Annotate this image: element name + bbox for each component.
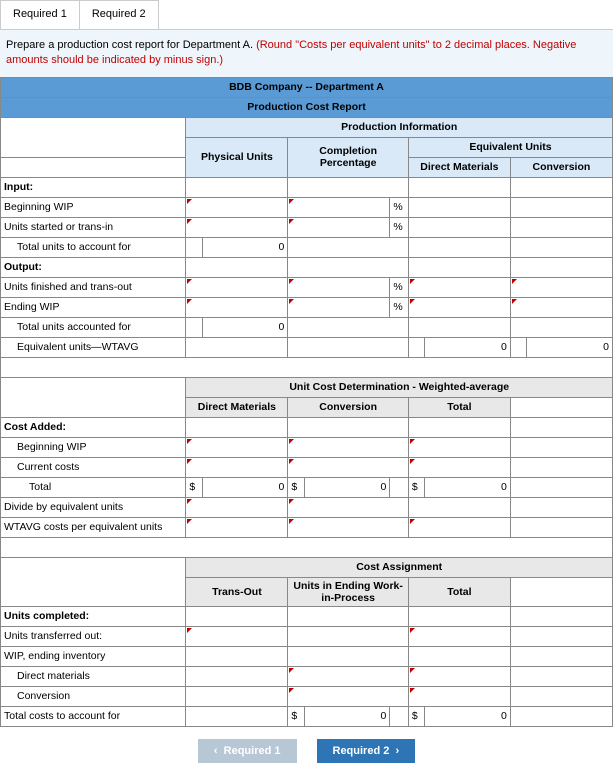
nav-next-button[interactable]: Required 2 › bbox=[317, 739, 416, 763]
input-uto-tot[interactable] bbox=[408, 626, 510, 646]
val-total-tot: 0 bbox=[425, 477, 511, 497]
cur-symbol: $ bbox=[186, 477, 202, 497]
val-equiv-cv: 0 bbox=[527, 337, 613, 357]
input-current-cv[interactable] bbox=[288, 457, 409, 477]
row-total-units-account: Total units to account for bbox=[1, 237, 186, 257]
instruction-text: Prepare a production cost report for Dep… bbox=[0, 30, 613, 77]
row-current-costs: Current costs bbox=[1, 457, 186, 477]
input-ca-dm[interactable] bbox=[288, 666, 409, 686]
cur-symbol: $ bbox=[408, 706, 424, 726]
row-units-completed: Units completed: bbox=[1, 606, 186, 626]
cur-symbol: $ bbox=[288, 477, 304, 497]
tabs-bar: Required 1 Required 2 bbox=[0, 0, 613, 30]
header-units-ending-wip: Units in Ending Work-in-Process bbox=[288, 577, 409, 606]
input-units-finished-pct[interactable] bbox=[288, 277, 390, 297]
pct-symbol: % bbox=[390, 297, 409, 317]
header-company: BDB Company -- Department A bbox=[1, 77, 613, 97]
nav-prev-button[interactable]: ‹ Required 1 bbox=[198, 739, 297, 763]
input-current-tot[interactable] bbox=[408, 457, 510, 477]
input-ending-wip[interactable] bbox=[186, 297, 288, 317]
nav-prev-label: Required 1 bbox=[224, 745, 281, 757]
tab-required-1[interactable]: Required 1 bbox=[0, 0, 80, 29]
input-cost-beg-tot[interactable] bbox=[408, 437, 510, 457]
row-cost-added: Cost Added: bbox=[1, 417, 186, 437]
row-divide-equiv: Divide by equivalent units bbox=[1, 497, 186, 517]
header-equiv-units: Equivalent Units bbox=[408, 137, 612, 157]
header-unit-cost-det: Unit Cost Determination - Weighted-avera… bbox=[186, 377, 613, 397]
production-cost-report: BDB Company -- Department A Production C… bbox=[0, 77, 613, 727]
input-beg-wip-units[interactable] bbox=[186, 197, 288, 217]
input-wtavg-dm[interactable] bbox=[186, 517, 288, 537]
row-units-trans-out: Units transferred out: bbox=[1, 626, 186, 646]
nav-buttons: ‹ Required 1 Required 2 › bbox=[0, 727, 613, 775]
input-uto-trans[interactable] bbox=[186, 626, 288, 646]
input-current-dm[interactable] bbox=[186, 457, 288, 477]
val-total-units-accounted: 0 bbox=[202, 317, 288, 337]
input-divide-cv[interactable] bbox=[288, 497, 409, 517]
nav-next-label: Required 2 bbox=[333, 745, 390, 757]
instruction-main: Prepare a production cost report for Dep… bbox=[6, 39, 256, 51]
header-total2: Total bbox=[408, 397, 510, 417]
row-beginning-wip: Beginning WIP bbox=[1, 197, 186, 217]
cur-symbol: $ bbox=[288, 706, 304, 726]
input-ca-cv-tot[interactable] bbox=[408, 686, 510, 706]
row-total-units-accounted: Total units accounted for bbox=[1, 317, 186, 337]
val-total-units-account: 0 bbox=[202, 237, 288, 257]
row-total-costs-account: Total costs to account for bbox=[1, 706, 186, 726]
row-ca-direct-materials: Direct materials bbox=[1, 666, 186, 686]
input-cost-beg-cv[interactable] bbox=[288, 437, 409, 457]
pct-symbol: % bbox=[390, 277, 409, 297]
header-direct-materials: Direct Materials bbox=[408, 157, 510, 177]
row-input: Input: bbox=[1, 177, 186, 197]
row-cost-beg-wip: Beginning WIP bbox=[1, 437, 186, 457]
row-output: Output: bbox=[1, 257, 186, 277]
header-conversion: Conversion bbox=[510, 157, 612, 177]
input-units-started[interactable] bbox=[186, 217, 288, 237]
header-report: Production Cost Report bbox=[1, 97, 613, 117]
header-dm2: Direct Materials bbox=[186, 397, 288, 417]
header-total3: Total bbox=[408, 577, 510, 606]
input-units-finished-dm[interactable] bbox=[408, 277, 510, 297]
input-ending-wip-pct[interactable] bbox=[288, 297, 390, 317]
row-ca-conversion: Conversion bbox=[1, 686, 186, 706]
val-total-dm: 0 bbox=[202, 477, 288, 497]
input-cost-beg-dm[interactable] bbox=[186, 437, 288, 457]
header-cost-assignment: Cost Assignment bbox=[186, 557, 613, 577]
input-ending-wip-dm[interactable] bbox=[408, 297, 510, 317]
header-physical-units: Physical Units bbox=[186, 137, 288, 177]
input-wtavg-cv[interactable] bbox=[288, 517, 409, 537]
val-total-cv: 0 bbox=[304, 477, 390, 497]
header-prod-info: Production Information bbox=[186, 117, 613, 137]
row-units-finished: Units finished and trans-out bbox=[1, 277, 186, 297]
row-equiv-units-wtavg: Equivalent units—WTAVG bbox=[1, 337, 186, 357]
val-tca-tot: 0 bbox=[425, 706, 511, 726]
input-units-started-pct[interactable] bbox=[288, 217, 390, 237]
pct-symbol: % bbox=[390, 217, 409, 237]
header-cv2: Conversion bbox=[288, 397, 409, 417]
input-ca-cv[interactable] bbox=[288, 686, 409, 706]
row-wtavg-costs: WTAVG costs per equivalent units bbox=[1, 517, 186, 537]
input-wtavg-tot[interactable] bbox=[408, 517, 510, 537]
input-ca-dm-tot[interactable] bbox=[408, 666, 510, 686]
header-completion-pct: Completion Percentage bbox=[288, 137, 409, 177]
input-divide-dm[interactable] bbox=[186, 497, 288, 517]
row-wip-ending-inv: WIP, ending inventory bbox=[1, 646, 186, 666]
row-ending-wip: Ending WIP bbox=[1, 297, 186, 317]
input-beg-wip-pct[interactable] bbox=[288, 197, 390, 217]
input-units-finished[interactable] bbox=[186, 277, 288, 297]
val-equiv-dm: 0 bbox=[425, 337, 511, 357]
pct-symbol: % bbox=[390, 197, 409, 217]
tab-required-2[interactable]: Required 2 bbox=[79, 0, 159, 29]
val-tca-wip: 0 bbox=[304, 706, 390, 726]
row-units-started: Units started or trans-in bbox=[1, 217, 186, 237]
input-units-finished-cv[interactable] bbox=[510, 277, 612, 297]
header-trans-out: Trans-Out bbox=[186, 577, 288, 606]
cur-symbol: $ bbox=[408, 477, 424, 497]
input-ending-wip-cv[interactable] bbox=[510, 297, 612, 317]
row-cost-total: Total bbox=[1, 477, 186, 497]
